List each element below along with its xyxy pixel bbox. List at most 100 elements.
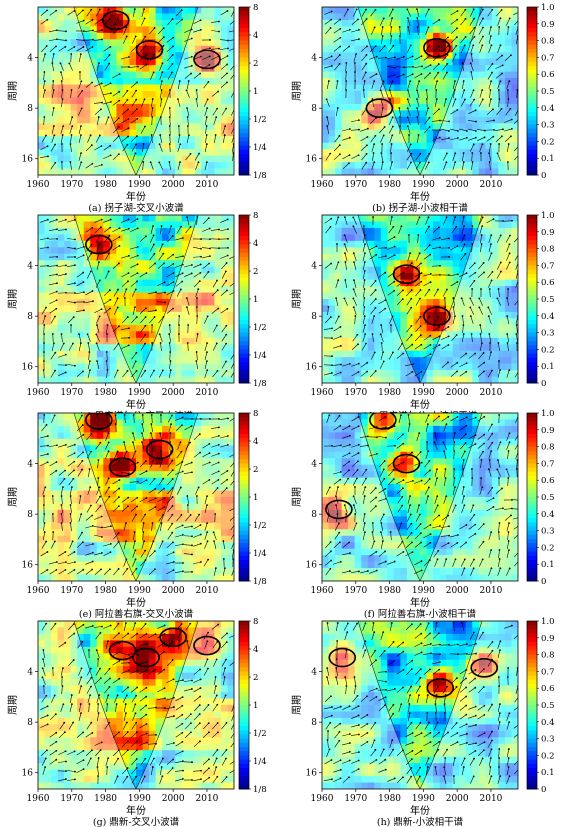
phase-arrow — [221, 325, 227, 333]
heatmap-cell — [44, 376, 52, 383]
heatmap-cell — [439, 215, 447, 222]
phase-arrow — [342, 29, 350, 33]
heatmap-cell — [433, 123, 440, 131]
phase-arrow — [204, 99, 208, 107]
phase-arrow-head — [473, 26, 476, 29]
phase-arrow — [380, 162, 384, 170]
heatmap-cell — [465, 292, 473, 300]
phase-arrow — [417, 18, 419, 26]
heatmap-cell — [406, 58, 414, 66]
phase-arrow — [40, 145, 48, 151]
heatmap-cell — [149, 311, 156, 319]
heatmap-cell — [478, 376, 486, 383]
heatmap-cell — [485, 215, 493, 222]
phase-arrow-head — [187, 134, 190, 136]
significance-contour — [423, 38, 451, 58]
phase-arrow — [495, 73, 503, 79]
heatmap-cell — [51, 39, 58, 47]
heatmap-cell — [322, 344, 329, 352]
phase-arrow — [351, 29, 359, 33]
heatmap-cell — [459, 221, 467, 229]
phase-arrow — [388, 126, 394, 134]
phase-arrow — [93, 102, 103, 104]
heatmap-cell — [452, 292, 460, 300]
heatmap-cell — [188, 116, 196, 124]
heatmap-cell — [485, 240, 493, 248]
heatmap-cell — [348, 149, 356, 157]
colorbar-segment — [239, 103, 249, 109]
heatmap-cell — [44, 350, 52, 358]
phase-arrow — [43, 369, 45, 379]
heatmap-cell — [504, 357, 512, 365]
phase-arrow — [177, 162, 181, 170]
phase-arrow — [169, 342, 171, 352]
heatmap-cell — [322, 58, 329, 66]
heatmap-cell — [498, 221, 506, 229]
heatmap-cell — [504, 103, 512, 111]
heatmap-cell — [168, 91, 176, 98]
heatmap-cell — [136, 32, 143, 40]
heatmap-cell — [214, 149, 222, 157]
phase-arrow-head — [473, 98, 476, 101]
heatmap-cell — [426, 331, 434, 339]
heatmap-cell — [387, 129, 395, 137]
phase-arrow-head — [137, 65, 139, 68]
heatmap-cell — [406, 39, 414, 47]
phase-arrow-head — [190, 55, 193, 58]
heatmap-cell — [162, 136, 170, 144]
colorbar-segment — [527, 61, 537, 67]
colorbar-tick-label: 8 — [253, 211, 258, 221]
heatmap-cell — [491, 71, 499, 79]
phase-arrow — [51, 135, 55, 143]
heatmap-cell — [361, 324, 369, 332]
heatmap-cell — [491, 39, 499, 47]
heatmap-cell — [201, 299, 209, 306]
heatmap-cell — [207, 142, 215, 150]
heatmap-cell — [168, 376, 176, 383]
heatmap-cell — [142, 370, 150, 377]
heatmap-cell — [361, 123, 369, 131]
phase-arrow-head — [482, 17, 484, 20]
phase-arrow — [213, 117, 217, 125]
phase-arrow — [353, 280, 357, 288]
phase-arrow-head — [339, 27, 342, 30]
heatmap-cell — [162, 357, 170, 365]
heatmap-cell — [361, 266, 369, 274]
heatmap-cell — [129, 331, 137, 339]
heatmap-cell — [77, 324, 85, 332]
heatmap-cell — [227, 45, 234, 53]
heatmap-cell — [413, 350, 421, 358]
heatmap-cell — [393, 357, 401, 365]
heatmap-cell — [361, 142, 369, 150]
heatmap-cell — [406, 45, 414, 53]
phase-arrow — [201, 247, 211, 249]
heatmap-cell — [504, 149, 512, 157]
heatmap-cell — [459, 13, 467, 21]
heatmap-cell — [328, 71, 336, 79]
heatmap-cell — [374, 253, 382, 261]
heatmap-cell — [207, 324, 215, 332]
phase-arrow-head — [454, 53, 457, 56]
colorbar-segment — [239, 294, 249, 300]
heatmap-cell — [44, 273, 52, 281]
heatmap-cell — [214, 234, 222, 242]
colorbar-segment — [239, 328, 249, 334]
phase-arrow — [95, 235, 101, 243]
heatmap-cell — [354, 32, 362, 40]
heatmap-cell — [57, 350, 65, 358]
heatmap-cell — [188, 376, 196, 383]
phase-arrow-head — [89, 134, 92, 137]
heatmap-cell — [96, 324, 104, 332]
phase-arrow-head — [178, 333, 180, 335]
heatmap-cell — [491, 337, 499, 345]
heatmap-cell — [116, 376, 124, 383]
heatmap-cell — [103, 305, 111, 313]
phase-arrow — [141, 99, 145, 107]
heatmap-cell — [387, 71, 395, 79]
heatmap-cell — [129, 168, 137, 175]
heatmap-cell — [322, 370, 329, 377]
heatmap-cell — [491, 221, 499, 229]
phase-arrow — [514, 20, 518, 26]
heatmap-cell — [64, 78, 72, 85]
phase-arrow-head — [161, 71, 164, 74]
